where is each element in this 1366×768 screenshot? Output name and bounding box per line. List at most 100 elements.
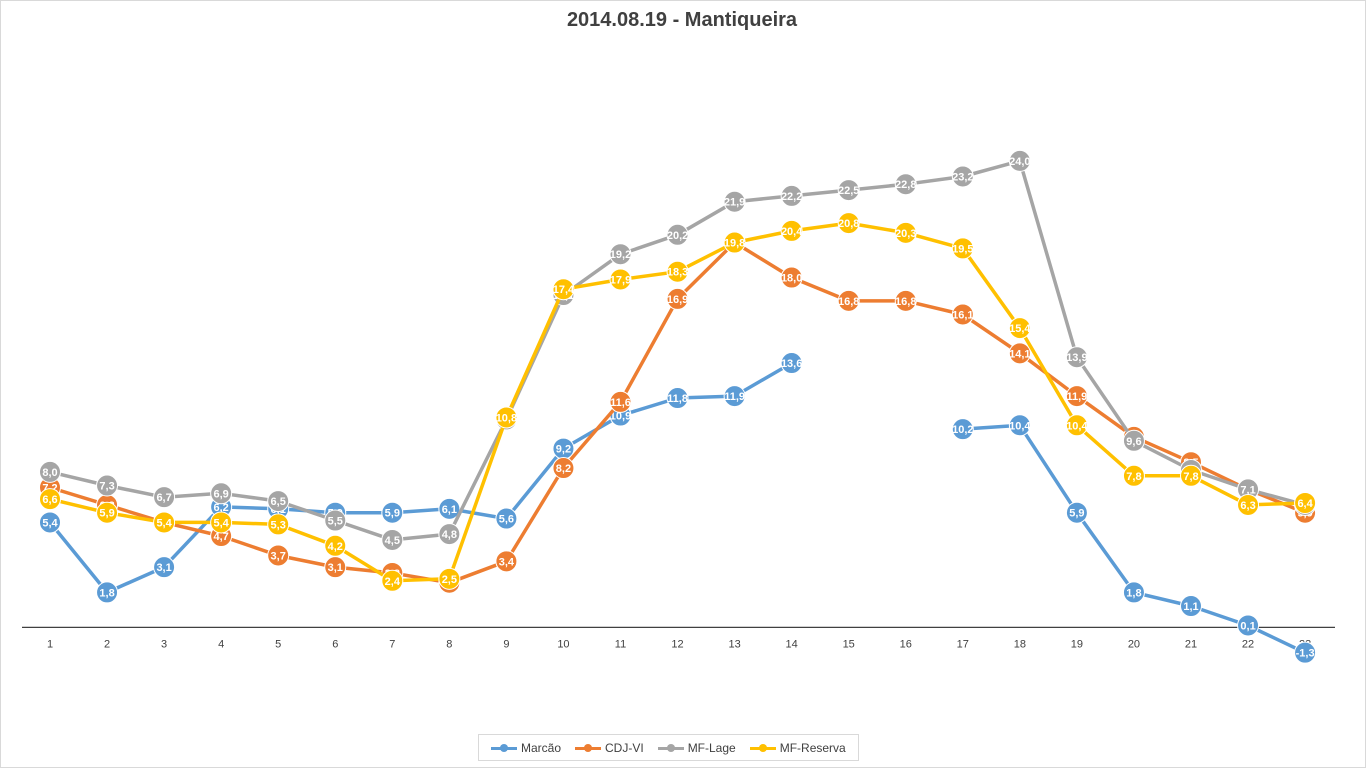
data-point xyxy=(723,190,746,213)
data-label: 6,7 xyxy=(156,492,171,504)
x-tick-label: 7 xyxy=(389,638,395,650)
data-label: 10,4 xyxy=(1009,420,1031,432)
legend-label: MF-Lage xyxy=(687,740,736,755)
data-point xyxy=(210,482,233,505)
data-point xyxy=(780,352,803,375)
x-tick-label: 12 xyxy=(671,638,683,650)
data-point xyxy=(1065,385,1088,408)
x-tick-label: 21 xyxy=(1185,638,1197,650)
data-point xyxy=(723,385,746,408)
x-tick-label: 17 xyxy=(957,638,969,650)
data-label: 5,9 xyxy=(1069,508,1084,520)
data-label: 2,5 xyxy=(442,574,457,586)
data-label: 5,6 xyxy=(499,514,514,526)
data-label: 7,1 xyxy=(1240,484,1255,496)
data-point xyxy=(780,219,803,242)
data-label: 16,9 xyxy=(667,294,688,306)
data-point xyxy=(609,268,632,291)
legend-label: Marcão xyxy=(521,740,562,755)
data-label: 21,9 xyxy=(724,197,745,209)
data-point xyxy=(951,165,974,188)
data-label: 19,5 xyxy=(952,243,973,255)
x-tick-label: 22 xyxy=(1242,638,1254,650)
data-label: 8,0 xyxy=(42,467,57,479)
data-point xyxy=(1294,641,1317,664)
data-label: 1,1 xyxy=(1183,601,1198,613)
data-label: 3,1 xyxy=(156,562,171,574)
data-point xyxy=(666,223,689,246)
legend-item-mf-lage: MF-Lage xyxy=(657,740,736,755)
legend: Marcão CDJ-VI MF-Lage MF-Reserva xyxy=(478,734,859,761)
data-label: 18,0 xyxy=(781,273,802,285)
x-tick-label: 9 xyxy=(503,638,509,650)
x-tick-label: 5 xyxy=(275,638,281,650)
data-label: 9,6 xyxy=(1126,436,1141,448)
data-label: 6,2 xyxy=(214,502,229,514)
legend-swatch xyxy=(491,743,517,753)
data-point xyxy=(438,497,461,520)
data-point xyxy=(951,237,974,260)
data-label: 19,2 xyxy=(610,249,631,261)
data-label: -1,3 xyxy=(1296,648,1315,660)
data-point xyxy=(267,490,290,513)
data-label: 6,1 xyxy=(442,504,457,516)
x-tick-label: 18 xyxy=(1014,638,1026,650)
series-line xyxy=(49,159,1306,542)
data-label: 5,4 xyxy=(156,517,172,529)
data-label: 11,9 xyxy=(724,391,745,403)
data-label: 20,8 xyxy=(838,218,859,230)
x-tick-label: 20 xyxy=(1128,638,1140,650)
data-label: 7,3 xyxy=(99,481,114,493)
data-label: 5,5 xyxy=(328,516,343,528)
data-label: 10,2 xyxy=(952,424,973,436)
data-point xyxy=(210,511,233,534)
data-label: 1,8 xyxy=(1126,587,1141,599)
data-label: 22,8 xyxy=(895,179,916,191)
x-tick-label: 6 xyxy=(332,638,338,650)
legend-item-marcao: Marcão xyxy=(491,741,561,755)
data-point xyxy=(780,184,803,207)
legend-swatch xyxy=(749,743,776,753)
data-label: 11,6 xyxy=(610,397,631,409)
data-point xyxy=(153,511,176,534)
data-point xyxy=(552,457,575,480)
legend-item-mf-reserva: MF-Reserva xyxy=(749,741,846,755)
data-label: 11,8 xyxy=(667,393,688,405)
data-point xyxy=(1122,581,1145,604)
x-axis: 1234567891011121314151617181920212223 xyxy=(22,626,1335,650)
data-point xyxy=(1237,493,1260,516)
data-label: 15,4 xyxy=(1009,323,1031,335)
data-label: 6,4 xyxy=(1297,498,1313,510)
data-label: 16,1 xyxy=(952,309,973,321)
data-point xyxy=(96,501,119,524)
data-point xyxy=(1065,346,1088,369)
x-tick-label: 3 xyxy=(161,638,167,650)
data-label: 4,5 xyxy=(385,535,400,547)
x-tick-label: 13 xyxy=(728,638,740,650)
data-point xyxy=(267,544,290,567)
data-point xyxy=(1065,414,1088,437)
data-point xyxy=(1008,317,1031,340)
series-mf-lage: 8,07,36,76,96,55,54,54,810,717,119,220,2… xyxy=(39,149,1317,551)
data-label: 4,8 xyxy=(442,529,457,541)
data-label: 5,9 xyxy=(385,508,400,520)
x-tick-label: 10 xyxy=(557,638,569,650)
data-point xyxy=(1008,414,1031,437)
data-label: 2,4 xyxy=(385,576,401,588)
data-label: 13,9 xyxy=(1066,352,1087,364)
data-point xyxy=(837,179,860,202)
data-point xyxy=(1180,595,1202,618)
data-label: 3,4 xyxy=(499,556,515,568)
data-point xyxy=(39,460,61,483)
data-point xyxy=(1180,464,1202,487)
data-point xyxy=(894,221,917,244)
data-point xyxy=(96,474,119,497)
data-point xyxy=(837,289,860,312)
data-point xyxy=(96,581,119,604)
data-point xyxy=(951,418,974,441)
data-label: 13,6 xyxy=(781,358,802,370)
data-label: 20,3 xyxy=(895,228,916,240)
chart-title: 2014.08.19 - Mantiqueira xyxy=(567,9,798,31)
legend-swatch xyxy=(575,743,602,753)
